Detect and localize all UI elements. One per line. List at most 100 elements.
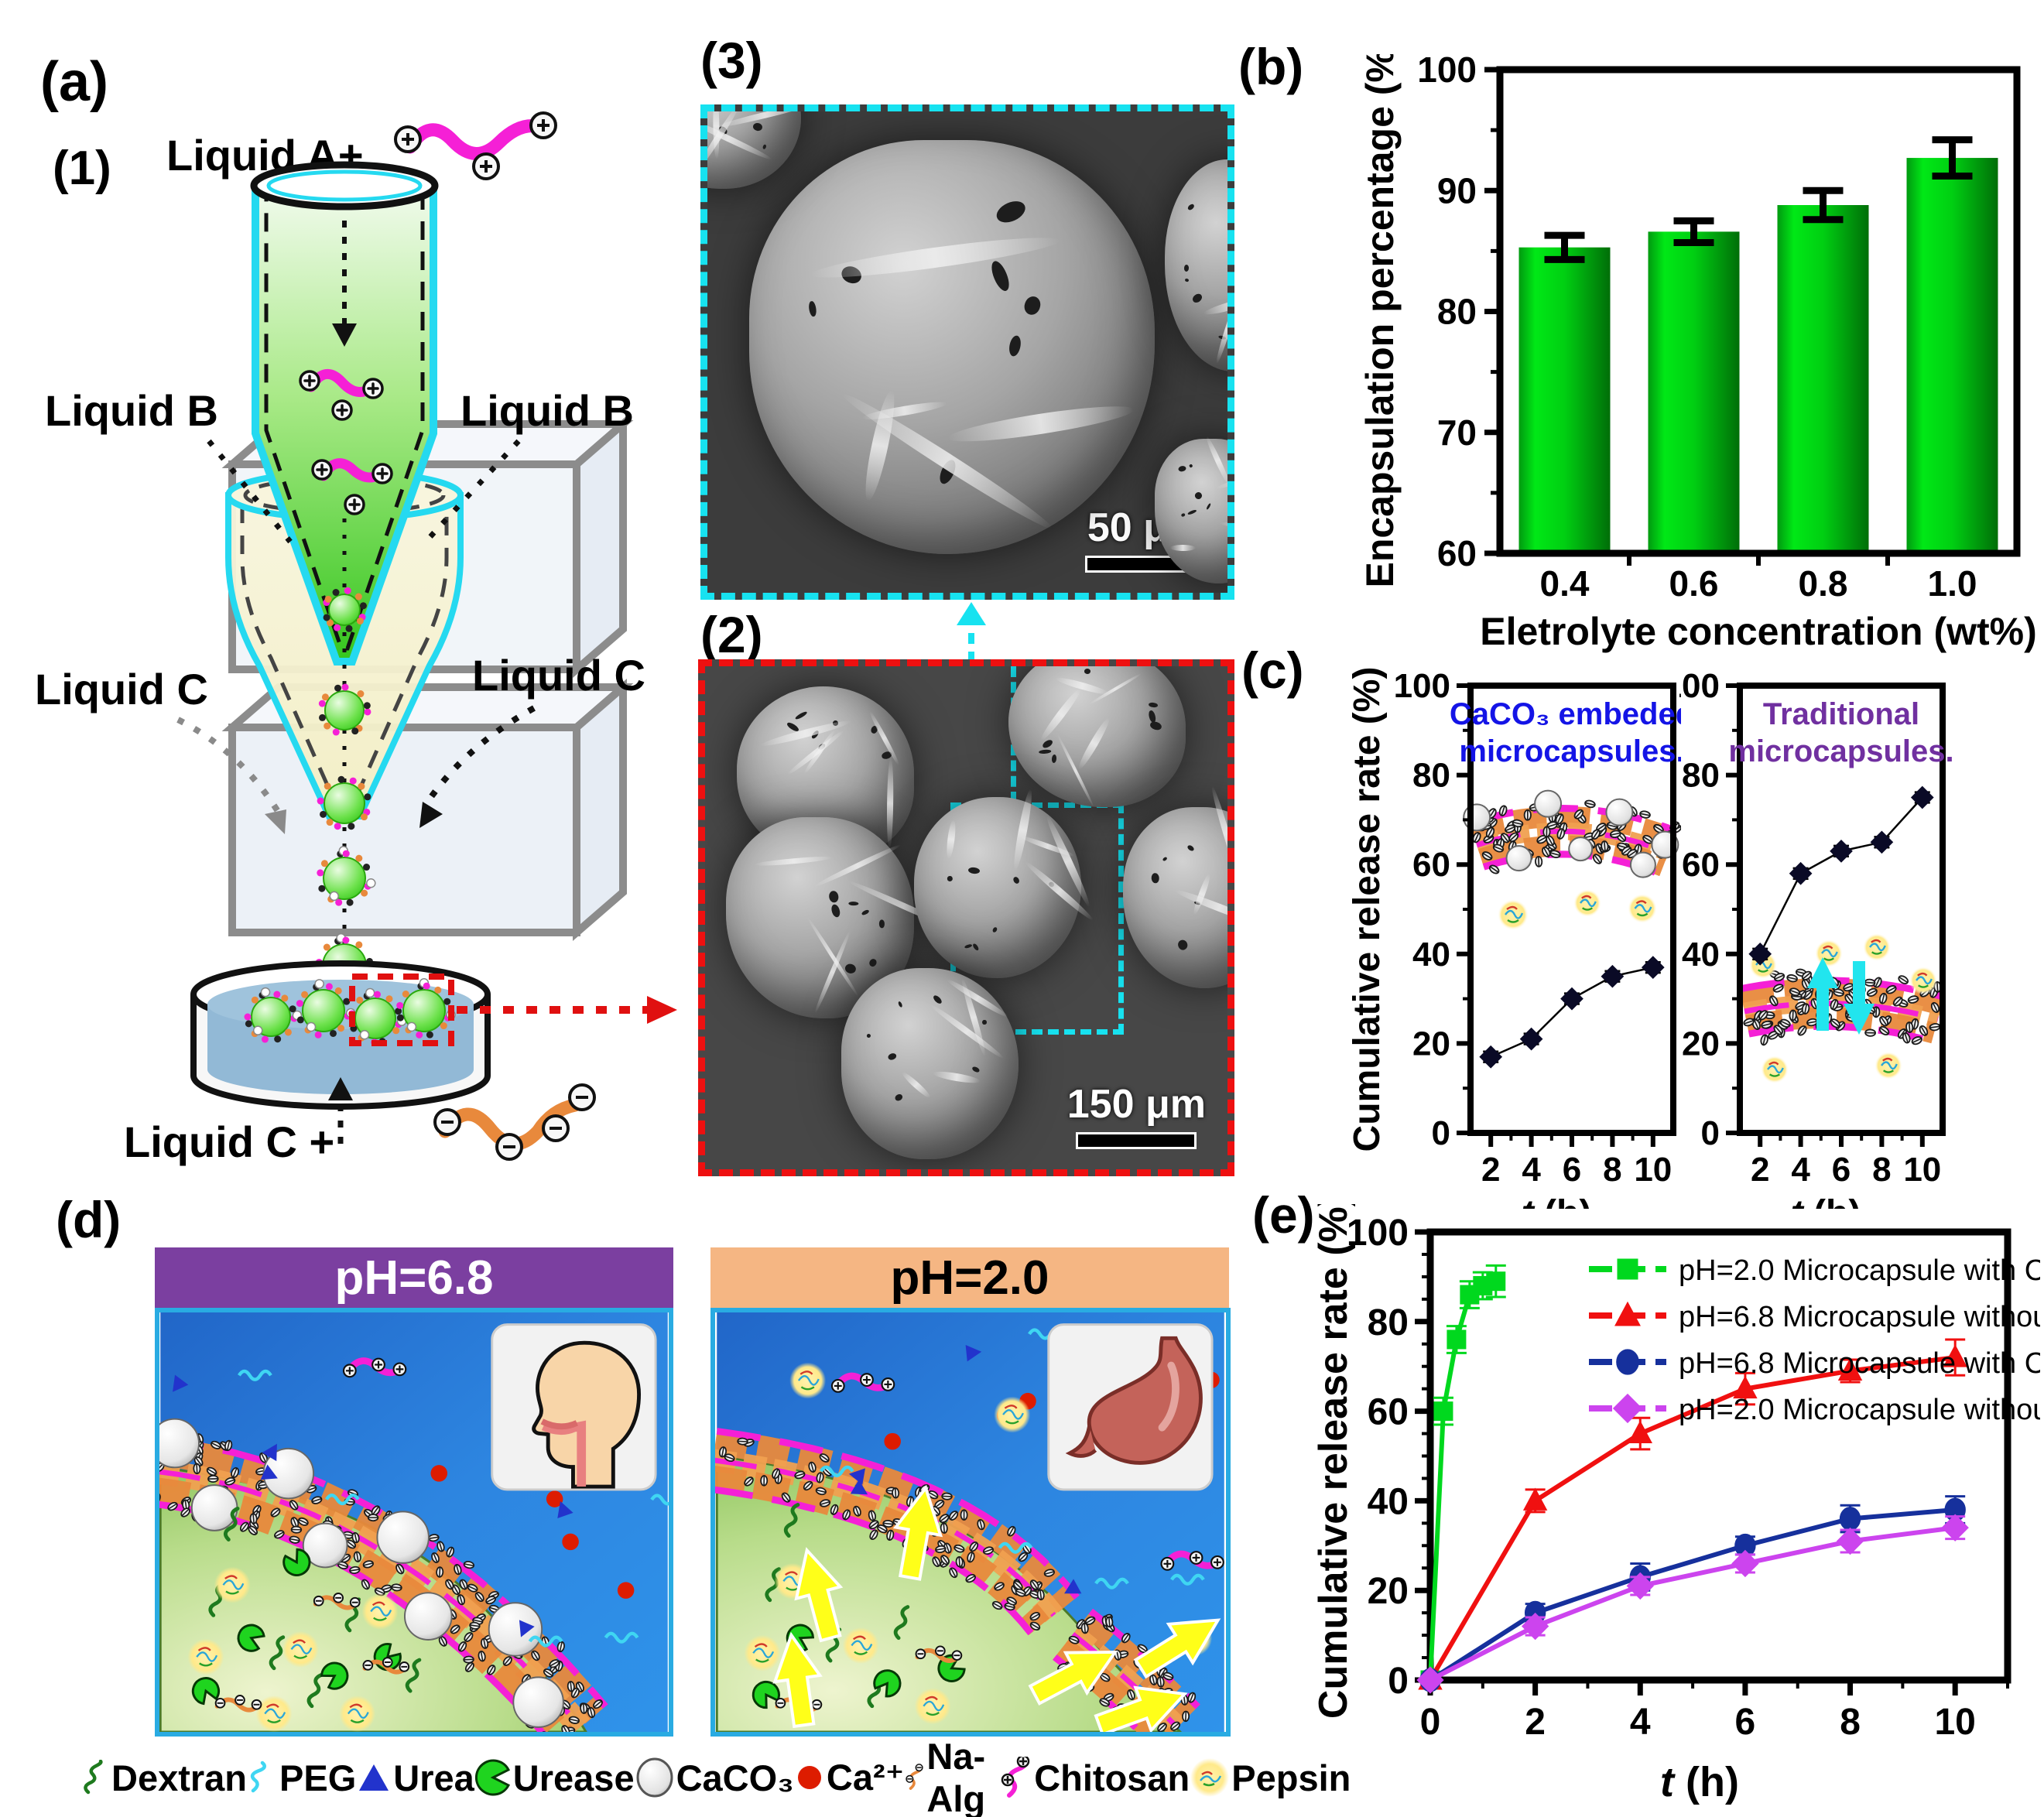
sem-wrinkle bbox=[932, 1069, 981, 1085]
svg-text:0: 0 bbox=[1432, 1114, 1450, 1152]
chitosan-icon bbox=[1001, 1757, 1030, 1798]
svg-text:80: 80 bbox=[1412, 757, 1450, 795]
sem-pore bbox=[762, 144, 767, 150]
sem-pore bbox=[828, 890, 839, 903]
sem-pore bbox=[700, 104, 702, 115]
urea-icon bbox=[359, 1764, 389, 1791]
svg-text:0.4: 0.4 bbox=[1540, 563, 1590, 604]
svg-text:80: 80 bbox=[1437, 292, 1477, 332]
sem-pore bbox=[1051, 754, 1057, 764]
panel-d-legend: Dextran PEG Urea Urease CaCO₃ bbox=[77, 1736, 1351, 1817]
sem-pore bbox=[1180, 512, 1186, 518]
sem-microcapsule-blob bbox=[748, 140, 1155, 555]
sem-pore bbox=[1084, 669, 1091, 675]
svg-text:4: 4 bbox=[1522, 1151, 1541, 1189]
na-alg-icon bbox=[906, 1764, 924, 1790]
svg-text:pH=2.0 Microcapsule without Ca: pH=2.0 Microcapsule without CaCO₃ bbox=[1679, 1394, 2040, 1426]
svg-text:6: 6 bbox=[1563, 1151, 1581, 1189]
sem-wrinkle bbox=[1219, 520, 1227, 533]
svg-text:t (h): t (h) bbox=[1522, 1193, 1592, 1209]
dish-zoom-box bbox=[349, 974, 454, 1046]
sem-pore bbox=[1176, 938, 1189, 951]
panel-d-label: (d) bbox=[56, 1191, 122, 1248]
svg-text:70: 70 bbox=[1437, 412, 1477, 453]
ph68-header-text: pH=6.8 bbox=[334, 1251, 494, 1305]
svg-text:Cumulative release rate (%): Cumulative release rate (%) bbox=[1348, 667, 1388, 1152]
sem-wrinkle bbox=[885, 758, 894, 850]
tube-chitosan-icons bbox=[299, 369, 393, 515]
sem-microcapsule-blob bbox=[1008, 666, 1186, 809]
sem2-scalebar: 150 μm bbox=[1067, 1081, 1206, 1149]
sem2-scalebar-text: 150 μm bbox=[1067, 1082, 1206, 1127]
sem-pore bbox=[808, 300, 817, 317]
sem-image-lowmag: 150 μm bbox=[698, 659, 1234, 1176]
sem-wrinkle bbox=[1229, 885, 1234, 913]
sem-microcapsule-blob bbox=[700, 104, 815, 189]
sem-wrinkle bbox=[1076, 716, 1113, 772]
sem2-scalebar-bar bbox=[1076, 1132, 1197, 1149]
svg-text:t (h): t (h) bbox=[1660, 1759, 1739, 1805]
sem-pore bbox=[752, 122, 763, 132]
sem-wrinkle bbox=[946, 399, 1136, 449]
legend-item-urea: Urea bbox=[356, 1757, 474, 1799]
sem-wrinkle bbox=[1203, 291, 1227, 318]
svg-text:6: 6 bbox=[1735, 1702, 1756, 1743]
sem-image-highmag: 50 μm bbox=[700, 104, 1234, 600]
svg-text:0: 0 bbox=[1420, 1702, 1441, 1743]
sem-pore bbox=[1151, 872, 1159, 884]
svg-text:80: 80 bbox=[1368, 1302, 1409, 1343]
ph20-header: pH=2.0 bbox=[710, 1247, 1229, 1308]
urease-icon bbox=[474, 1759, 510, 1796]
sem-pore bbox=[932, 994, 943, 1005]
svg-text:Cumulative release rate (%): Cumulative release rate (%) bbox=[1313, 1204, 1356, 1719]
sem-pore bbox=[844, 963, 857, 975]
svg-text:6: 6 bbox=[1832, 1151, 1851, 1189]
legend-item-dextran: Dextran bbox=[77, 1757, 247, 1799]
sem-pore bbox=[1187, 203, 1196, 211]
release-comparison-chart: 0 20 40 60 80 100 0 2 4 6 8 10 pH=2.0 Microcapsule w… bbox=[1313, 1204, 2040, 1805]
sem-pore bbox=[1183, 264, 1190, 272]
panel-c-label: (c) bbox=[1241, 642, 1304, 699]
liquid-b-right-label: Liquid B bbox=[460, 386, 634, 435]
svg-text:40: 40 bbox=[1682, 936, 1720, 974]
sem-pore bbox=[967, 867, 981, 875]
legend-item-chitosan: Chitosan bbox=[998, 1757, 1190, 1799]
sem-pore bbox=[1184, 278, 1190, 282]
svg-text:4: 4 bbox=[1630, 1702, 1651, 1743]
sem-wrinkle bbox=[1019, 834, 1075, 859]
sem-wrinkle bbox=[1203, 435, 1227, 487]
sem-wrinkle bbox=[1209, 785, 1227, 882]
liquid-c-right-leader bbox=[419, 705, 536, 828]
svg-text:100: 100 bbox=[1679, 667, 1720, 705]
svg-text:0.8: 0.8 bbox=[1799, 563, 1848, 604]
dish-to-sem-arrow bbox=[457, 996, 677, 1024]
svg-text:4: 4 bbox=[1791, 1151, 1810, 1189]
svg-text:pH=6.8 Microcapsule without Ca: pH=6.8 Microcapsule without CaCO₃ bbox=[1679, 1301, 2040, 1333]
panel-sem3-label: (3) bbox=[700, 32, 763, 89]
sem-pore bbox=[1205, 502, 1212, 510]
svg-text:Eletrolyte concentration (wt%): Eletrolyte concentration (wt%) bbox=[1480, 610, 2037, 653]
sem-pore bbox=[795, 710, 809, 721]
svg-text:8: 8 bbox=[1603, 1151, 1621, 1189]
sem-pore bbox=[887, 1051, 898, 1061]
sem-microcapsule-blob bbox=[1123, 785, 1234, 988]
sem-pore bbox=[971, 943, 981, 952]
legend-item-caco3: CaCO₃ bbox=[635, 1757, 794, 1799]
ph20-header-text: pH=2.0 bbox=[890, 1251, 1049, 1305]
sem-pore bbox=[1193, 491, 1203, 501]
svg-text:40: 40 bbox=[1412, 936, 1450, 974]
sem-wrinkle bbox=[1055, 675, 1111, 697]
svg-text:8: 8 bbox=[1840, 1702, 1861, 1743]
panel-sem2-label: (2) bbox=[700, 606, 763, 663]
sem-wrinkle bbox=[805, 915, 860, 997]
panel-d-ph20: pH=2.0 bbox=[710, 1247, 1231, 1737]
sem-pore bbox=[1186, 843, 1195, 852]
sem-pore bbox=[1022, 293, 1044, 317]
svg-text:t (h): t (h) bbox=[1791, 1193, 1861, 1209]
liquid-b-left-label: Liquid B bbox=[45, 386, 218, 435]
svg-text:60: 60 bbox=[1412, 846, 1450, 884]
svg-text:2: 2 bbox=[1525, 1702, 1546, 1743]
svg-text:10: 10 bbox=[1903, 1151, 1941, 1189]
